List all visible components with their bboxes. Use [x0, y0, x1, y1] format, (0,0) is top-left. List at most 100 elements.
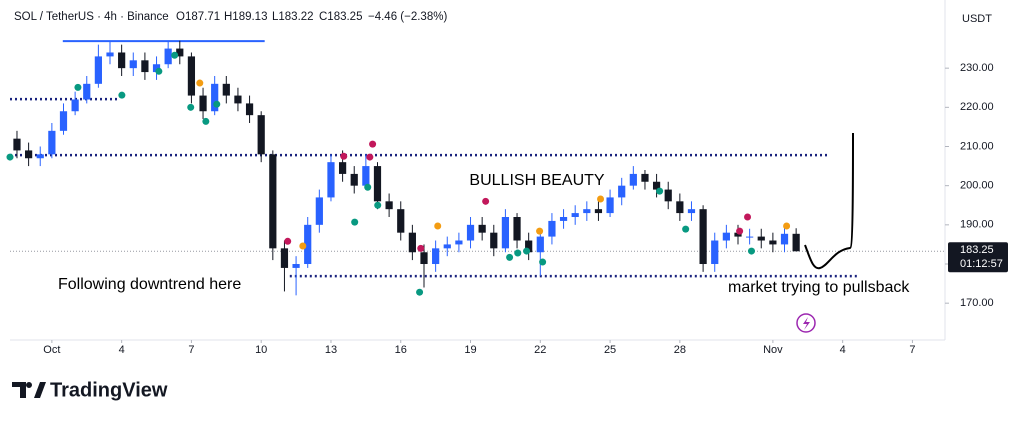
signal-dot	[187, 103, 195, 111]
signal-dot	[523, 247, 531, 255]
annotation: market trying to pullsback	[728, 279, 910, 296]
signal-dot	[783, 222, 791, 230]
signal-dot	[118, 91, 126, 99]
candle-body	[94, 56, 102, 84]
candle-body	[757, 236, 765, 241]
candle-body	[176, 48, 184, 57]
y-tick-label: 220.00	[960, 101, 994, 113]
candle-body	[699, 209, 707, 265]
candle-body	[420, 252, 428, 265]
signal-dot	[682, 225, 690, 233]
candle-body	[769, 240, 777, 245]
candle-body	[48, 130, 56, 155]
candle-body	[722, 232, 730, 241]
candle-body	[513, 217, 521, 241]
candle-body	[652, 181, 661, 190]
candle-body	[559, 217, 568, 221]
signal-dot	[369, 140, 377, 148]
candle-body	[734, 232, 742, 237]
x-tick-label: 7	[909, 344, 915, 356]
signal-dot	[417, 244, 425, 252]
candle-body	[13, 138, 21, 151]
signal-dot	[736, 227, 744, 235]
candle-body	[292, 264, 300, 268]
annotation: BULLISH BEAUTY	[469, 172, 604, 189]
candle-body	[443, 244, 451, 249]
logo: TradingView	[12, 379, 168, 401]
candle-body	[280, 248, 289, 268]
x-tick-label: 22	[534, 344, 546, 356]
x-tick-label: 10	[255, 344, 267, 356]
candle-body	[199, 95, 207, 112]
x-tick-label: 4	[840, 344, 846, 356]
candle-body	[59, 111, 68, 131]
signal-dot	[514, 249, 522, 257]
signal-dot	[284, 237, 292, 245]
signal-dot	[213, 100, 221, 108]
candle-body	[36, 154, 44, 159]
candle-body	[152, 64, 161, 73]
candle-body	[164, 48, 172, 65]
candle-body	[687, 209, 696, 214]
x-tick-label: 13	[325, 344, 337, 356]
signal-dot	[536, 227, 544, 235]
projection-drawing	[804, 132, 854, 270]
candle-body	[327, 162, 335, 198]
candle-body	[466, 224, 475, 241]
y-tick-label: 210.00	[960, 140, 994, 152]
price-tag	[948, 242, 1008, 273]
candle-body	[304, 224, 312, 265]
x-tick-label: Oct	[43, 344, 60, 356]
x-tick-label: 19	[464, 344, 476, 356]
candle-body	[118, 52, 126, 69]
candle-body	[780, 233, 789, 245]
candle-body	[106, 52, 114, 57]
candle-body	[711, 240, 719, 265]
logo-mark	[12, 382, 46, 398]
candle-body	[129, 60, 137, 69]
candle-body	[583, 209, 591, 214]
currency: USDT	[962, 13, 992, 25]
signal-dot	[171, 51, 179, 59]
brand: TradingView	[50, 379, 168, 401]
candle-body	[606, 197, 614, 214]
candle-body	[664, 189, 672, 202]
signal-dot	[597, 195, 605, 203]
annotation: Following downtrend here	[58, 276, 241, 293]
signal-dot	[340, 152, 348, 160]
candle-body	[641, 173, 649, 182]
candle-body	[71, 99, 79, 112]
candle-body	[234, 95, 242, 104]
x-tick-label: 7	[188, 344, 194, 356]
signal-dot	[351, 218, 359, 226]
signal-dot	[416, 288, 424, 296]
candle-body	[269, 154, 277, 249]
candle-body	[571, 213, 579, 218]
candle-body	[746, 236, 754, 238]
y-tick-label: 230.00	[960, 62, 994, 74]
candle-body	[408, 232, 416, 253]
signal-dot	[434, 222, 442, 230]
ohlc-high: H189.13	[224, 11, 267, 23]
x-tick-label: Nov	[763, 344, 783, 356]
candle-body	[187, 56, 196, 96]
x-tick-label: 25	[604, 344, 616, 356]
signal-dot	[364, 183, 372, 191]
candle-body	[257, 115, 265, 155]
price-tag-label: 183.25	[960, 244, 994, 256]
candle-body	[385, 201, 393, 210]
signal-dot	[196, 79, 204, 87]
candle-body	[676, 201, 684, 214]
candle-body	[536, 236, 544, 253]
candle-body	[245, 103, 254, 116]
candle-body	[83, 83, 91, 100]
y-tick-label: 200.00	[960, 180, 994, 192]
candle-body	[141, 60, 149, 73]
candle-body	[315, 197, 323, 225]
signal-dot	[74, 83, 82, 91]
candle-body	[594, 209, 603, 214]
candle-body	[373, 166, 382, 202]
candle-body	[618, 185, 626, 198]
